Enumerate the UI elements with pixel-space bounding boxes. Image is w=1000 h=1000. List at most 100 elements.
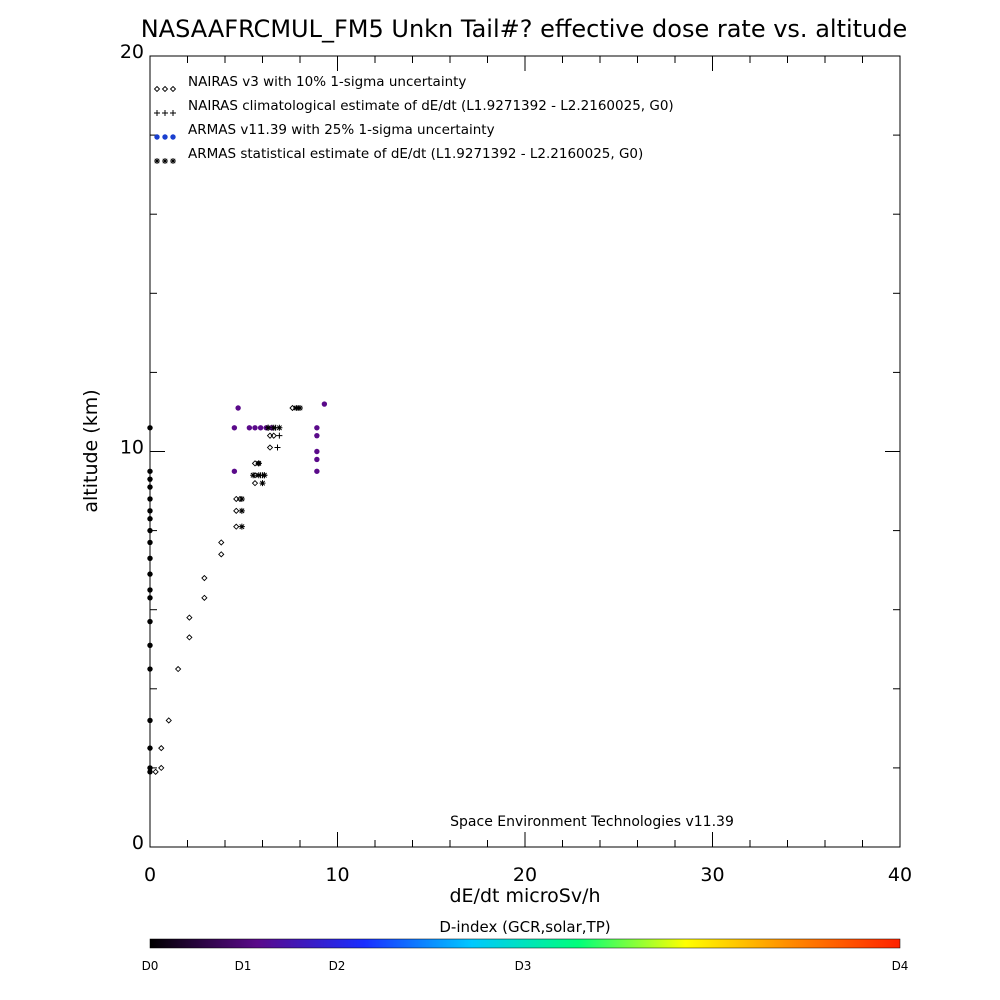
data-point-diamond xyxy=(186,634,193,641)
y-axis-label: altitude (km) xyxy=(80,389,102,512)
colorbar-label: D0 xyxy=(142,959,159,973)
legend-entry: NAIRAS v3 with 10% 1-sigma uncertainty xyxy=(188,74,466,90)
data-point-dot xyxy=(235,405,241,411)
data-point-dot xyxy=(252,425,258,431)
data-point-asterisk xyxy=(265,424,272,431)
legend-marker xyxy=(170,110,176,116)
legend-marker xyxy=(162,158,168,164)
colorbar-label: D3 xyxy=(515,959,532,973)
data-point-asterisk xyxy=(238,507,245,514)
legend-marker xyxy=(170,134,176,140)
legend-marker xyxy=(153,85,161,93)
colorbar xyxy=(149,938,901,949)
data-point-diamond xyxy=(201,594,208,601)
data-point-dot xyxy=(147,516,153,522)
data-point-dot xyxy=(147,571,153,577)
data-point-dot xyxy=(147,618,153,625)
data-point-dot xyxy=(147,642,153,648)
x-tick-label: 20 xyxy=(513,864,537,886)
legend: NAIRAS v3 with 10% 1-sigma uncertainty NA… xyxy=(153,74,674,164)
data-point-dot xyxy=(147,769,153,775)
data-point-diamond xyxy=(158,764,165,772)
data-point-asterisk xyxy=(276,424,283,431)
data-point-diamond xyxy=(186,614,193,621)
tick-labels: 0 10 20 30 40 0 10 20 xyxy=(120,41,912,886)
y-tick-label: 20 xyxy=(120,41,144,63)
data-point-dot xyxy=(147,745,153,751)
data-point-dot xyxy=(147,765,153,771)
colorbar-title: D-index (GCR,solar,TP) xyxy=(439,918,610,936)
data-point-dot xyxy=(321,401,328,407)
data-point-dot xyxy=(314,448,320,455)
legend-marker xyxy=(161,85,169,93)
data-point-dot xyxy=(231,425,238,431)
data-point-dot xyxy=(314,468,320,474)
data-point-diamond xyxy=(233,507,240,514)
legend-marker xyxy=(162,134,168,140)
data-point-dot xyxy=(147,496,153,502)
legend-marker xyxy=(162,110,168,116)
data-point-plus xyxy=(276,432,283,439)
legend-marker xyxy=(169,85,177,93)
data-point-diamond xyxy=(289,404,296,412)
data-point-diamond xyxy=(158,744,165,752)
data-point-diamond xyxy=(174,665,182,673)
legend-entry: NAIRAS climatological estimate of dE/dt … xyxy=(188,98,674,114)
data-point-diamond xyxy=(218,539,225,546)
data-point-dot xyxy=(147,666,153,672)
x-tick-label: 30 xyxy=(700,864,724,886)
y-tick-label: 10 xyxy=(120,437,144,459)
data-point-asterisk xyxy=(270,424,277,431)
x-tick-label: 10 xyxy=(325,864,349,886)
x-tick-label: 0 xyxy=(144,864,156,886)
data-point-dot xyxy=(147,484,153,490)
data-point-diamond xyxy=(270,432,277,439)
data-markers xyxy=(147,401,328,775)
data-point-dot xyxy=(257,425,264,431)
legend-marker xyxy=(154,158,160,164)
credit-text: Space Environment Technologies v11.39 xyxy=(450,814,734,830)
data-point-asterisk xyxy=(255,460,262,467)
data-point-dot xyxy=(147,595,153,601)
legend-entry: ARMAS statistical estimate of dE/dt (L1.… xyxy=(188,146,643,162)
data-point-dot xyxy=(147,539,153,546)
chart-title: NASAAFRCMUL_FM5 Unkn Tail#? effective do… xyxy=(141,15,908,43)
data-point-asterisk xyxy=(238,523,245,530)
data-point-dot xyxy=(147,476,153,482)
data-point-diamond xyxy=(218,551,225,558)
plot-frame xyxy=(149,55,901,848)
legend-marker xyxy=(170,158,176,164)
data-point-dot xyxy=(314,456,320,463)
legend-marker xyxy=(154,134,160,140)
data-point-dot xyxy=(314,425,320,431)
legend-marker xyxy=(154,110,160,116)
data-point-diamond xyxy=(251,480,259,487)
data-point-plus xyxy=(274,444,281,451)
data-point-dot xyxy=(147,425,153,431)
axis-ticks xyxy=(149,55,901,848)
data-point-asterisk xyxy=(261,472,268,479)
data-point-dot xyxy=(147,527,153,534)
x-axis-label: dE/dt microSv/h xyxy=(449,885,600,907)
data-point-diamond xyxy=(266,444,274,451)
y-tick-label: 0 xyxy=(132,832,144,854)
data-point-dot xyxy=(246,425,253,431)
data-point-dot xyxy=(147,555,153,561)
data-point-diamond xyxy=(152,768,159,775)
colorbar-labels: D0 D1 D2 D3 D4 xyxy=(142,959,909,973)
data-point-diamond xyxy=(233,523,240,530)
data-point-dot xyxy=(231,468,238,474)
data-point-diamond xyxy=(201,574,208,582)
data-point-diamond xyxy=(165,717,172,724)
colorbar-label: D2 xyxy=(329,959,346,973)
data-point-asterisk xyxy=(259,480,266,487)
colorbar-label: D4 xyxy=(892,959,909,973)
data-point-asterisk xyxy=(250,472,257,479)
data-point-dot xyxy=(147,468,153,474)
data-point-asterisk xyxy=(255,472,262,479)
legend-entry: ARMAS v11.39 with 25% 1-sigma uncertaint… xyxy=(188,122,495,138)
colorbar-label: D1 xyxy=(235,959,252,973)
data-point-asterisk xyxy=(297,404,303,411)
data-point-dot xyxy=(314,432,320,439)
